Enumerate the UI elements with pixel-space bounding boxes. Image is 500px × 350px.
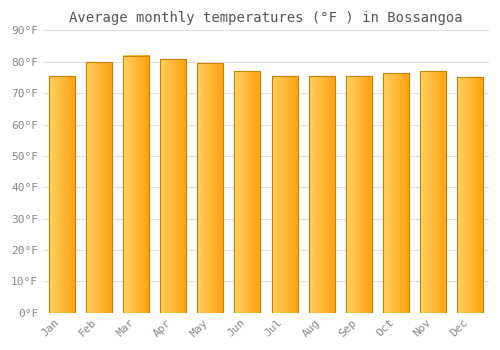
Bar: [234, 71, 260, 313]
Bar: [308, 76, 334, 313]
Bar: [160, 59, 186, 313]
Bar: [346, 76, 372, 313]
Bar: [86, 62, 112, 313]
Bar: [272, 76, 297, 313]
Title: Average monthly temperatures (°F ) in Bossangoa: Average monthly temperatures (°F ) in Bo…: [69, 11, 462, 25]
Bar: [383, 73, 409, 313]
Bar: [197, 63, 223, 313]
Bar: [123, 56, 149, 313]
Bar: [420, 71, 446, 313]
Bar: [48, 76, 74, 313]
Bar: [458, 77, 483, 313]
